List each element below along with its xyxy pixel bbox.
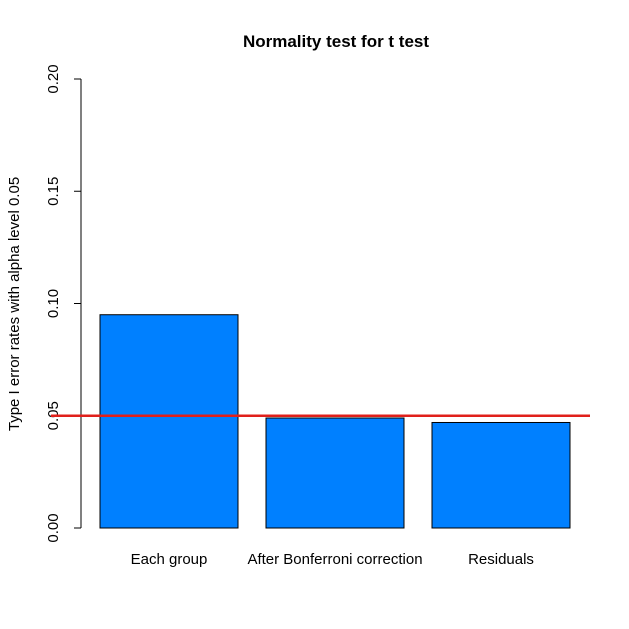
x-category-label: After Bonferroni correction xyxy=(247,551,422,568)
y-axis: 0.000.050.100.150.20 xyxy=(45,64,82,543)
chart-title: Normality test for t test xyxy=(243,32,429,51)
y-axis-label: Type I error rates with alpha level 0.05 xyxy=(6,177,23,431)
bar-2 xyxy=(265,417,405,529)
x-axis-labels: Each group After Bonferroni correction Res… xyxy=(131,551,534,568)
x-category-label: Residuals xyxy=(468,551,534,568)
y-tick-label: 0.15 xyxy=(45,177,62,206)
bar-1 xyxy=(99,314,239,529)
bars-group xyxy=(99,314,571,529)
y-tick-label: 0.00 xyxy=(45,513,62,542)
y-tick-label: 0.20 xyxy=(45,64,62,93)
y-tick-label: 0.10 xyxy=(45,289,62,318)
bar-3 xyxy=(431,421,571,529)
x-category-label: Each group xyxy=(131,551,208,568)
